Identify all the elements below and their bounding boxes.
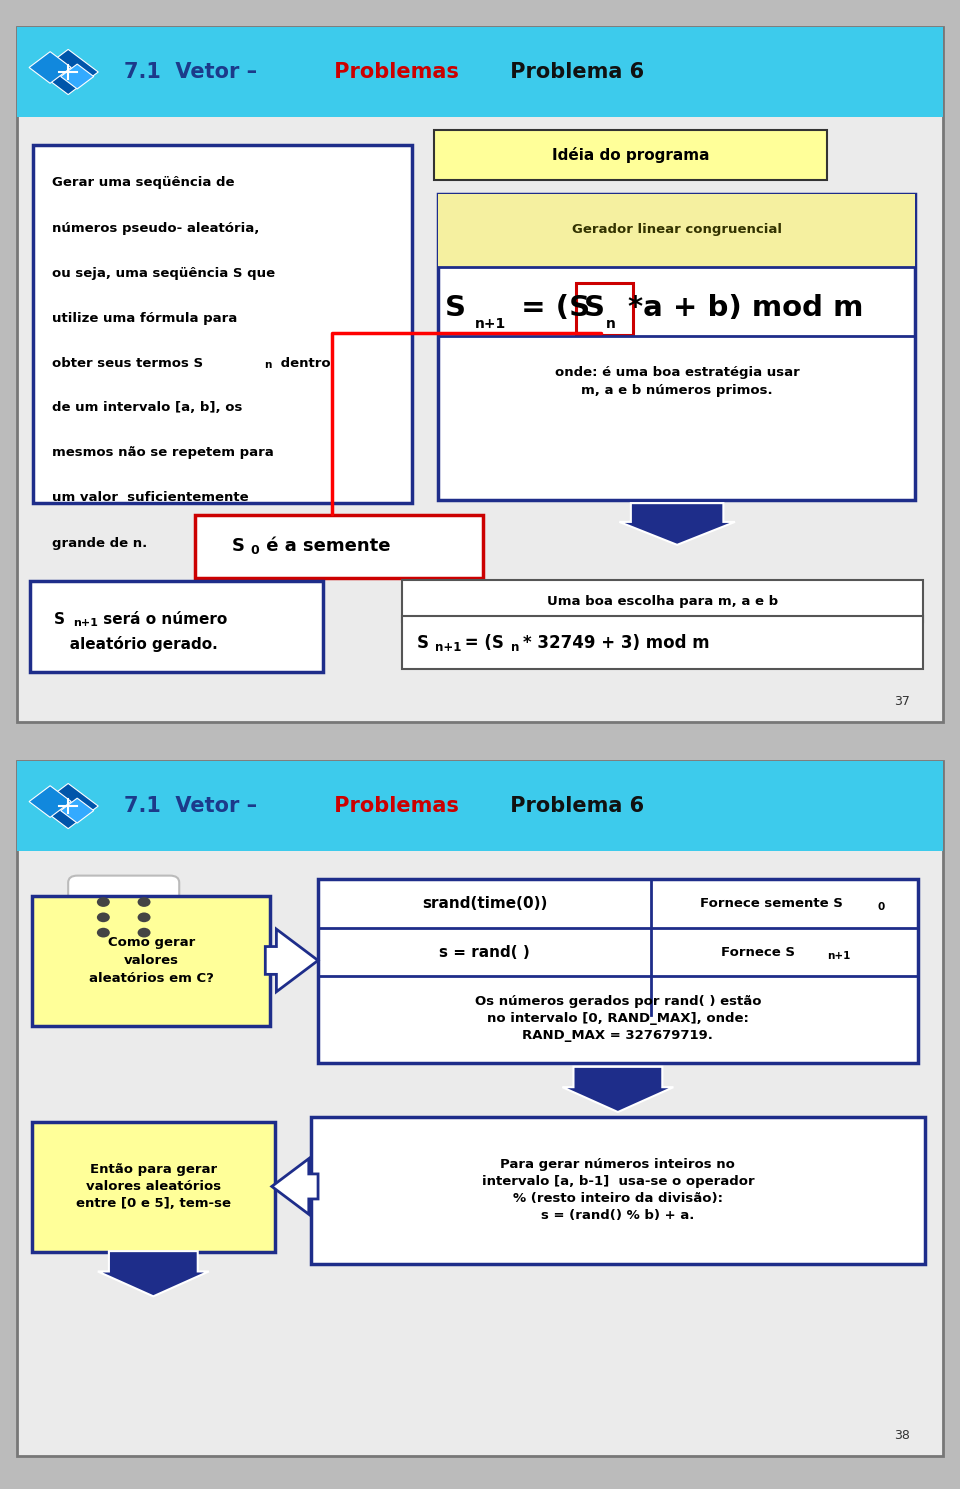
Text: 7.1  Vetor –: 7.1 Vetor – — [124, 63, 264, 82]
Polygon shape — [29, 52, 71, 83]
Circle shape — [137, 913, 151, 922]
Text: Então para gerar
valores aleatórios
entre [0 e 5], tem-se: Então para gerar valores aleatórios entr… — [76, 1163, 230, 1211]
Text: Os números gerados por rand( ) estão
no intervalo [0, RAND_MAX], onde:
RAND_MAX : Os números gerados por rand( ) estão no … — [474, 995, 761, 1042]
Polygon shape — [265, 929, 318, 992]
Text: Como gerar
valores
aleatórios em C?: Como gerar valores aleatórios em C? — [89, 937, 214, 984]
Text: 0: 0 — [251, 543, 259, 557]
Polygon shape — [60, 798, 94, 823]
Polygon shape — [619, 503, 735, 545]
Text: Para gerar números inteiros no
intervalo [a, b-1]  usa-se o operador
% (resto in: Para gerar números inteiros no intervalo… — [482, 1158, 755, 1222]
Text: n: n — [264, 360, 272, 369]
Text: aleatório gerado.: aleatório gerado. — [55, 636, 218, 652]
Circle shape — [97, 898, 109, 907]
Circle shape — [137, 928, 151, 938]
Text: srand(time(0)): srand(time(0)) — [422, 896, 547, 911]
Text: Problemas: Problemas — [327, 63, 459, 82]
Text: S: S — [584, 295, 605, 323]
Text: Problema 6: Problema 6 — [503, 797, 644, 816]
FancyBboxPatch shape — [439, 194, 915, 500]
Text: obter seus termos S: obter seus termos S — [53, 357, 204, 371]
Text: dentro: dentro — [276, 357, 331, 371]
Text: n: n — [606, 317, 615, 331]
Text: n: n — [512, 640, 519, 654]
Polygon shape — [29, 786, 71, 817]
Text: s = rand( ): s = rand( ) — [440, 944, 530, 959]
Text: 7.1  Vetor –: 7.1 Vetor – — [124, 797, 264, 816]
Text: n+1: n+1 — [435, 640, 461, 654]
FancyBboxPatch shape — [17, 27, 943, 722]
Text: números pseudo- aleatória,: números pseudo- aleatória, — [53, 222, 260, 234]
Text: = (S: = (S — [459, 634, 504, 652]
Polygon shape — [272, 1158, 318, 1214]
Text: Fornece semente S: Fornece semente S — [700, 896, 843, 910]
FancyBboxPatch shape — [434, 130, 827, 180]
Circle shape — [137, 898, 151, 907]
Polygon shape — [38, 49, 98, 95]
Text: S: S — [232, 538, 245, 555]
Text: um valor  suficientemente: um valor suficientemente — [53, 491, 249, 505]
FancyBboxPatch shape — [402, 616, 924, 670]
FancyBboxPatch shape — [17, 761, 943, 852]
Text: 38: 38 — [895, 1429, 910, 1441]
Circle shape — [97, 913, 109, 922]
FancyBboxPatch shape — [311, 1117, 925, 1264]
FancyBboxPatch shape — [17, 27, 943, 118]
Text: será o número: será o número — [98, 612, 228, 627]
FancyBboxPatch shape — [318, 879, 918, 1063]
FancyBboxPatch shape — [32, 1121, 275, 1252]
Text: 37: 37 — [895, 695, 910, 707]
Text: * 32749 + 3) mod m: * 32749 + 3) mod m — [522, 634, 709, 652]
Text: Problema 6: Problema 6 — [503, 63, 644, 82]
Text: Idéia do programa: Idéia do programa — [552, 147, 709, 162]
Polygon shape — [98, 1251, 209, 1297]
Text: é a semente: é a semente — [260, 538, 391, 555]
Text: Problemas: Problemas — [327, 797, 459, 816]
Polygon shape — [60, 64, 94, 89]
Text: *a + b) mod m: *a + b) mod m — [628, 295, 863, 323]
Text: Fornece S: Fornece S — [721, 946, 795, 959]
Text: 0: 0 — [878, 902, 885, 911]
FancyBboxPatch shape — [30, 581, 323, 672]
Text: utilize uma fórmula para: utilize uma fórmula para — [53, 311, 238, 325]
Polygon shape — [38, 783, 98, 829]
Text: Gerador linear congruencial: Gerador linear congruencial — [572, 223, 782, 237]
FancyBboxPatch shape — [68, 876, 180, 959]
FancyBboxPatch shape — [195, 515, 483, 578]
Text: n+1: n+1 — [827, 951, 851, 962]
Text: S: S — [417, 634, 429, 652]
Text: = (S: = (S — [512, 295, 590, 323]
Circle shape — [97, 928, 109, 938]
Text: grande de n.: grande de n. — [53, 536, 148, 549]
Text: mesmos não se repetem para: mesmos não se repetem para — [53, 447, 275, 459]
FancyBboxPatch shape — [17, 761, 943, 1456]
Polygon shape — [563, 1066, 673, 1112]
FancyBboxPatch shape — [33, 144, 413, 503]
Text: n+1: n+1 — [475, 317, 507, 331]
FancyBboxPatch shape — [439, 194, 915, 267]
Text: Uma boa escolha para m, a e b: Uma boa escolha para m, a e b — [547, 594, 778, 608]
Text: n+1: n+1 — [73, 618, 98, 628]
Text: onde: é uma boa estratégia usar
m, a e b números primos.: onde: é uma boa estratégia usar m, a e b… — [555, 366, 800, 398]
FancyBboxPatch shape — [402, 581, 924, 622]
Text: Gerar uma seqüência de: Gerar uma seqüência de — [53, 176, 235, 189]
Text: S: S — [55, 612, 65, 627]
Text: ou seja, uma seqüência S que: ou seja, uma seqüência S que — [53, 267, 276, 280]
Text: de um intervalo [a, b], os: de um intervalo [a, b], os — [53, 401, 243, 414]
FancyBboxPatch shape — [32, 896, 270, 1026]
Text: S: S — [444, 295, 466, 323]
